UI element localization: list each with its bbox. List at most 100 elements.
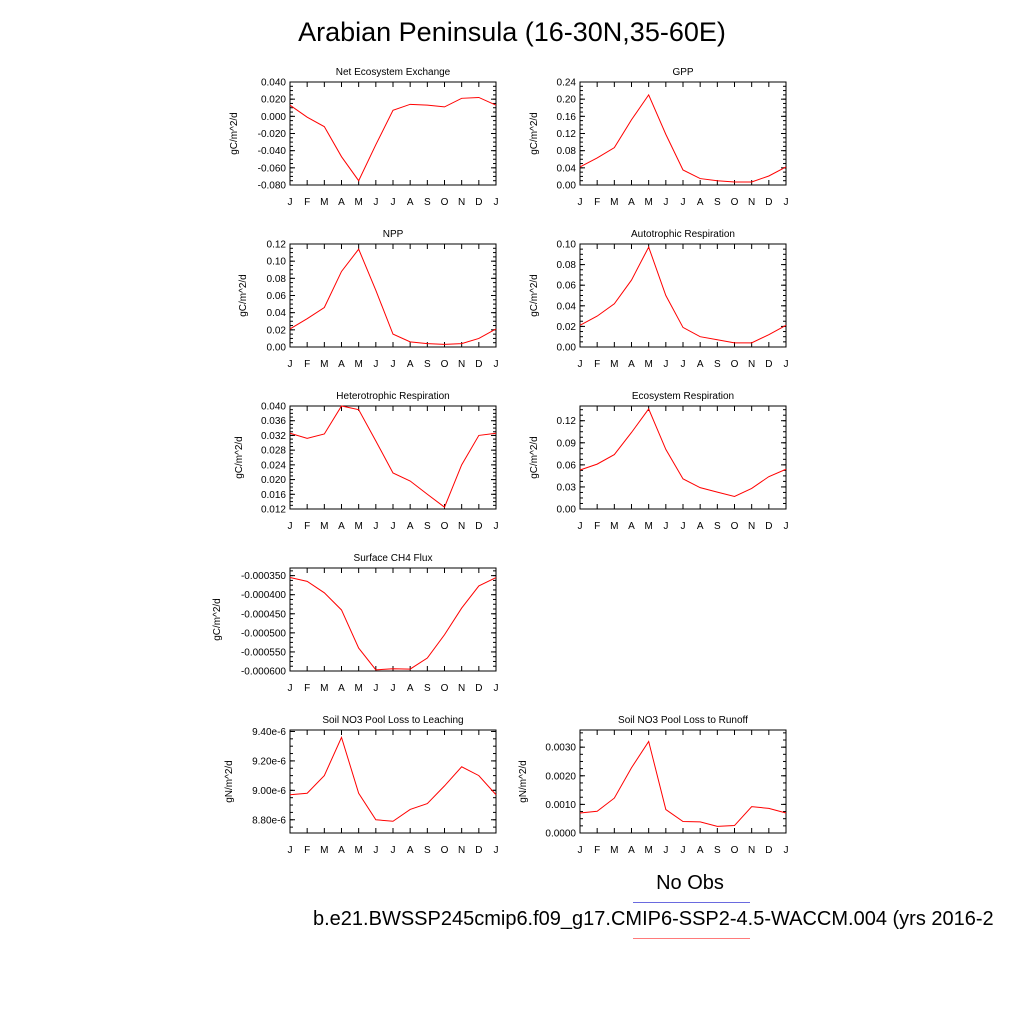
y-tick-label: -0.080: [258, 181, 287, 192]
x-tick-label: S: [714, 197, 721, 208]
y-tick-label: 0.0020: [545, 771, 576, 782]
x-tick-label: F: [594, 359, 600, 370]
y-tick-label: 0.08: [267, 274, 287, 285]
y-tick-label: -0.000550: [241, 647, 286, 658]
panel-title: Ecosystem Respiration: [632, 391, 734, 402]
x-tick-label: D: [475, 197, 482, 208]
x-tick-label: J: [578, 197, 583, 208]
y-tick-label: 0.08: [557, 260, 577, 271]
x-tick-label: S: [424, 197, 431, 208]
x-tick-label: M: [644, 197, 652, 208]
x-tick-label: A: [407, 521, 414, 532]
x-tick-label: M: [610, 521, 618, 532]
x-tick-label: M: [354, 197, 362, 208]
x-tick-label: M: [610, 359, 618, 370]
y-tick-label: -0.000400: [241, 590, 286, 601]
x-tick-label: A: [628, 359, 635, 370]
x-tick-label: O: [441, 845, 449, 856]
x-tick-label: J: [391, 197, 396, 208]
x-tick-label: F: [594, 197, 600, 208]
legend-no-obs-label: No Obs: [656, 872, 724, 894]
y-tick-label: -0.040: [258, 146, 287, 157]
x-tick-label: F: [304, 359, 310, 370]
x-tick-label: M: [610, 197, 618, 208]
x-tick-label: A: [628, 197, 635, 208]
x-tick-label: J: [784, 845, 789, 856]
page-title: Arabian Peninsula (16-30N,35-60E): [298, 17, 726, 47]
series-line: [289, 96, 497, 182]
y-tick-label: 0.00: [557, 181, 577, 192]
y-tick-label: -0.000350: [241, 571, 286, 582]
y-axis-label: gC/m^2/d: [212, 598, 223, 641]
x-tick-label: O: [441, 197, 449, 208]
x-tick-label: F: [304, 845, 310, 856]
y-tick-label: -0.000500: [241, 628, 286, 639]
x-tick-label: J: [288, 197, 293, 208]
y-tick-label: 0.06: [557, 281, 577, 292]
series-line: [289, 735, 497, 822]
y-tick-label: 9.00e-6: [252, 786, 286, 797]
x-tick-label: J: [578, 845, 583, 856]
y-tick-label: 8.80e-6: [252, 815, 286, 826]
x-tick-label: J: [784, 197, 789, 208]
x-tick-label: F: [304, 683, 310, 694]
x-tick-label: A: [338, 845, 345, 856]
x-tick-label: A: [697, 845, 704, 856]
y-tick-label: 0.00: [557, 505, 577, 516]
x-tick-label: N: [748, 521, 755, 532]
panel-title: Soil NO3 Pool Loss to Runoff: [618, 715, 748, 726]
y-tick-label: 0.10: [557, 240, 577, 251]
x-tick-label: M: [354, 359, 362, 370]
x-tick-label: J: [494, 521, 499, 532]
y-tick-label: 0.00: [557, 343, 577, 354]
x-tick-label: J: [494, 683, 499, 694]
plot-frame: [579, 729, 787, 834]
y-tick-label: 0.02: [557, 322, 577, 333]
x-tick-label: N: [458, 521, 465, 532]
x-tick-label: O: [731, 845, 739, 856]
x-tick-label: S: [424, 683, 431, 694]
y-tick-label: 0.10: [267, 257, 287, 268]
y-tick-label: -0.060: [258, 163, 287, 174]
y-tick-label: 0.032: [261, 431, 286, 442]
y-tick-label: 0.12: [557, 416, 577, 427]
x-tick-label: J: [663, 521, 668, 532]
x-tick-label: A: [338, 521, 345, 532]
x-tick-label: J: [373, 845, 378, 856]
x-tick-label: J: [681, 845, 686, 856]
x-tick-label: D: [765, 359, 772, 370]
y-tick-label: 0.028: [261, 446, 286, 457]
x-tick-label: M: [354, 683, 362, 694]
x-tick-label: A: [338, 683, 345, 694]
y-tick-label: 0.012: [261, 505, 286, 516]
x-tick-label: J: [681, 197, 686, 208]
plot-frame: [289, 81, 497, 186]
y-axis-label: gC/m^2/d: [529, 436, 540, 479]
panel-title: Soil NO3 Pool Loss to Leaching: [322, 715, 463, 726]
series-line: [289, 248, 497, 345]
x-tick-label: S: [424, 359, 431, 370]
x-tick-label: S: [424, 521, 431, 532]
x-tick-label: J: [373, 197, 378, 208]
plot-frame: [579, 405, 787, 510]
x-tick-label: S: [714, 521, 721, 532]
y-tick-label: 0.04: [557, 301, 577, 312]
x-tick-label: S: [714, 359, 721, 370]
y-tick-label: 0.04: [267, 308, 287, 319]
x-tick-label: J: [391, 359, 396, 370]
x-tick-label: A: [628, 521, 635, 532]
x-tick-label: J: [373, 521, 378, 532]
x-tick-label: J: [784, 359, 789, 370]
x-tick-label: D: [475, 845, 482, 856]
x-tick-label: A: [407, 197, 414, 208]
x-tick-label: M: [320, 521, 328, 532]
x-tick-label: A: [407, 359, 414, 370]
panel-title: Surface CH4 Flux: [354, 553, 433, 564]
